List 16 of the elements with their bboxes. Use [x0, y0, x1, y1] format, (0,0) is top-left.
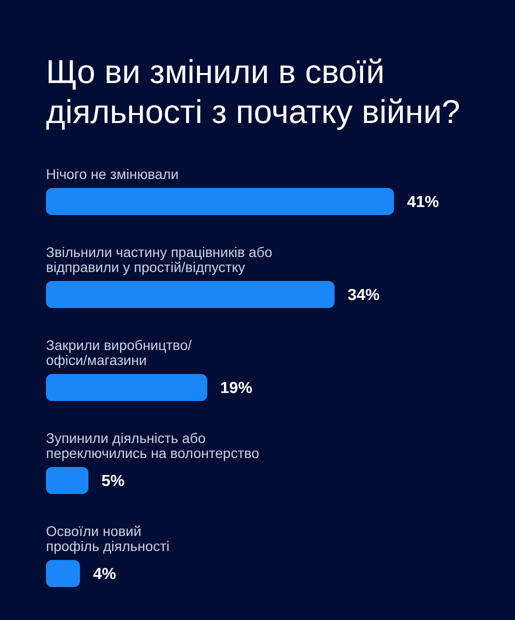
bar [46, 188, 394, 215]
bar [46, 374, 208, 401]
bar [46, 281, 335, 308]
y-tick-label: Нічого не змінювали [46, 166, 179, 182]
y-tick-label: Звільнили частину працівників або відправили у простій/відпустку [46, 244, 272, 276]
data-label: 19% [220, 380, 252, 397]
y-tick-label: Зупинили діяльність або переключились на волонтерство [46, 430, 260, 462]
y-tick-label: Освоїли новий профіль діяльності [46, 523, 170, 554]
y-tick-label: Закрили виробництво/ офіси/магазини [46, 337, 192, 368]
data-label: 41% [407, 194, 440, 211]
data-label: 34% [348, 286, 380, 304]
data-label: 5% [101, 472, 125, 490]
bar [46, 560, 80, 587]
data-label: 4% [92, 566, 116, 583]
bar [46, 467, 88, 494]
chart-title: Що ви змінили в своїй діяльності з початку війни? [46, 52, 462, 132]
